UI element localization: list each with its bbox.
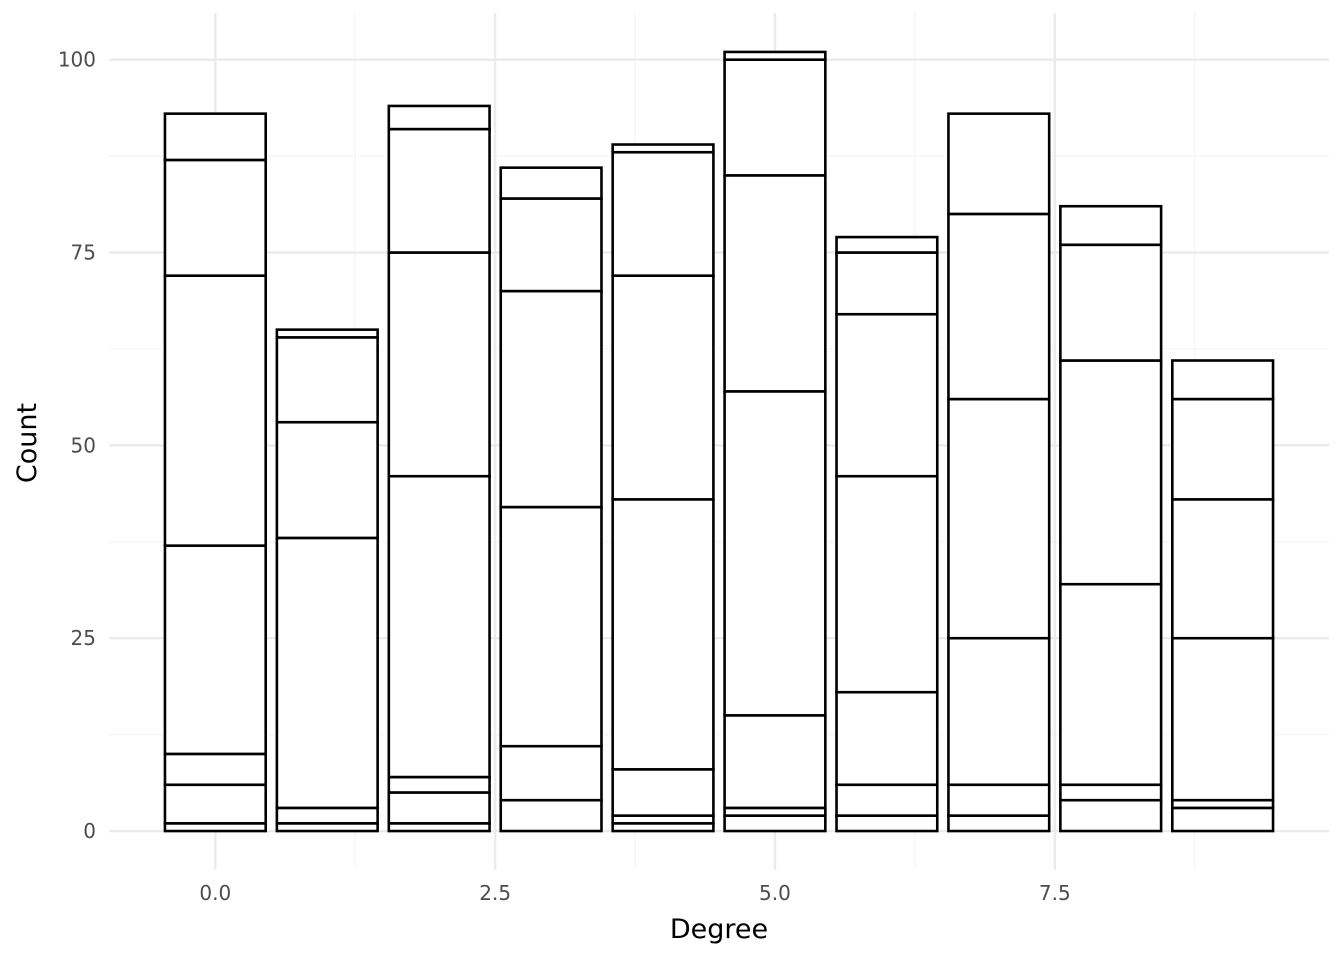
bar-segment <box>499 505 603 748</box>
bar-segment <box>499 289 603 509</box>
bar-segment <box>1171 498 1275 640</box>
bar-segment <box>1171 636 1275 802</box>
bar-segment <box>163 158 267 277</box>
bar-segment <box>835 474 939 694</box>
bar-segment <box>275 536 379 810</box>
x-axis-title: Degree <box>670 914 768 945</box>
bar-segment <box>1059 783 1163 802</box>
bar-segment <box>1171 359 1275 401</box>
bar-segment <box>499 798 603 833</box>
y-axis-tick-labels: 0 25 50 75 100 <box>58 48 96 843</box>
bar-segment <box>835 235 939 254</box>
bar-segment <box>723 390 827 717</box>
y-tick-label: 75 <box>71 241 96 265</box>
bar-segment <box>387 104 491 131</box>
bar-segment <box>1059 582 1163 787</box>
x-tick-label: 5.0 <box>759 881 791 905</box>
bar-segment <box>947 636 1051 787</box>
bar-segment <box>723 50 827 61</box>
bar-segment <box>275 806 379 825</box>
bar-segment <box>163 112 267 162</box>
x-tick-label: 7.5 <box>1039 881 1071 905</box>
bar-segment <box>499 744 603 802</box>
bar-segment <box>835 814 939 833</box>
bar-segment <box>611 274 715 501</box>
bar-segment <box>723 714 827 810</box>
bar-segment <box>275 328 379 339</box>
x-axis-tick-labels: 0.0 2.5 5.0 7.5 <box>199 881 1070 905</box>
bar-segment <box>387 474 491 779</box>
y-tick-label: 50 <box>71 433 96 457</box>
bar-segment <box>947 112 1051 216</box>
bar-segment <box>387 127 491 254</box>
bar-segment <box>611 768 715 817</box>
bar-segment <box>611 150 715 277</box>
y-axis-title: Count <box>12 403 43 483</box>
y-tick-label: 25 <box>71 626 96 650</box>
bar-segment <box>723 814 827 833</box>
bar-segment <box>835 690 939 787</box>
bars-group <box>163 50 1275 833</box>
y-tick-label: 100 <box>58 48 96 72</box>
bar-segment <box>1059 243 1163 362</box>
bar-segment <box>835 312 939 478</box>
bar-segment <box>163 274 267 547</box>
bar-segment <box>1059 798 1163 833</box>
bar-segment <box>947 814 1051 833</box>
bar-segment <box>947 397 1051 640</box>
bar-segment <box>1171 397 1275 501</box>
bar-segment <box>499 197 603 293</box>
bar-segment <box>275 420 379 540</box>
y-tick-label: 0 <box>83 819 96 843</box>
bar-segment <box>835 251 939 316</box>
bar-segment <box>1171 806 1275 833</box>
bar-segment <box>387 791 491 825</box>
x-tick-label: 2.5 <box>479 881 511 905</box>
bar-segment <box>163 544 267 756</box>
bar-segment <box>723 174 827 393</box>
bar-segment <box>835 783 939 817</box>
bar-segment <box>947 212 1051 401</box>
bar-segment <box>611 498 715 771</box>
bar-segment <box>387 251 491 478</box>
bar-segment <box>275 336 379 424</box>
bar-segment <box>611 143 715 154</box>
bar-segment <box>387 775 491 794</box>
bar-segment <box>1059 359 1163 586</box>
bar-segment <box>1059 204 1163 247</box>
bar-segment <box>163 752 267 787</box>
bar-segment <box>499 166 603 200</box>
bar-segment <box>947 783 1051 817</box>
bar-segment <box>723 58 827 177</box>
bar-segment <box>163 783 267 825</box>
x-tick-label: 0.0 <box>199 881 231 905</box>
